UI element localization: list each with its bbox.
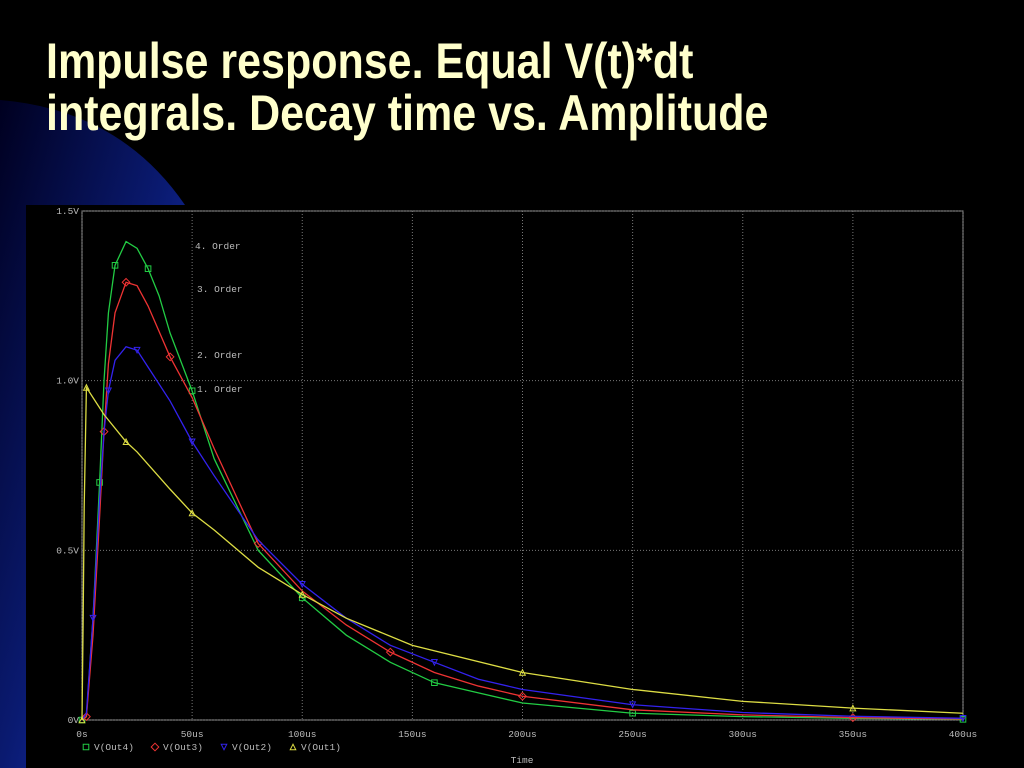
x-tick-label: 150us <box>398 729 427 740</box>
marker <box>431 679 438 686</box>
title-group: Impulse response. Equal V(t)*dt integral… <box>46 33 768 141</box>
legend-label: V(Out2) <box>232 742 272 753</box>
marker <box>188 438 196 446</box>
marker <box>518 668 527 676</box>
x-tick-label: 100us <box>288 729 317 740</box>
marker <box>517 691 528 701</box>
x-tick-label: 350us <box>839 729 868 740</box>
y-tick-label: 0V <box>68 715 80 726</box>
annotation: 2. Order <box>197 350 243 361</box>
marker <box>165 352 175 362</box>
x-tick-label: 0s <box>76 729 87 740</box>
legend-label: V(Out3) <box>163 742 203 753</box>
marker <box>849 704 857 712</box>
marker <box>111 261 119 269</box>
y-tick-label: 0.5V <box>56 545 79 556</box>
marker <box>959 715 967 723</box>
marker <box>78 716 86 724</box>
marker <box>104 387 113 395</box>
annotation: 4. Order <box>195 241 241 252</box>
series-line <box>81 385 964 721</box>
marker <box>298 580 306 589</box>
x-tick-label: 50us <box>181 729 204 740</box>
marker <box>82 743 90 751</box>
y-tick-label: 1.5V <box>56 206 79 217</box>
marker <box>122 437 130 446</box>
background-shape <box>0 100 185 768</box>
annotation: 3. Order <box>197 284 243 295</box>
chart-panel <box>26 205 976 768</box>
marker <box>121 277 131 287</box>
legend-label: V(Out4) <box>94 742 134 753</box>
legend-label: V(Out1) <box>301 742 341 753</box>
title-line: integrals. Decay time vs. Amplitude <box>46 85 768 141</box>
marker <box>385 647 395 657</box>
marker <box>298 590 306 598</box>
x-tick-label: 250us <box>618 729 647 740</box>
y-tick-label: 1.0V <box>56 376 79 387</box>
marker <box>133 346 141 355</box>
marker <box>629 701 637 709</box>
marker <box>82 383 91 391</box>
marker <box>81 712 91 722</box>
x-tick-label: 400us <box>949 729 978 740</box>
x-axis-label: Time <box>511 755 534 766</box>
title-line: Impulse response. Equal V(t)*dt <box>46 33 693 89</box>
marker <box>430 659 439 667</box>
marker <box>959 716 967 723</box>
marker <box>144 265 152 272</box>
x-tick-label: 200us <box>508 729 537 740</box>
x-tick-label: 300us <box>728 729 757 740</box>
annotation: 1. Order <box>197 384 243 395</box>
marker <box>89 614 97 623</box>
marker <box>289 743 297 751</box>
series-line <box>81 345 964 721</box>
marker <box>220 743 228 751</box>
marker <box>188 509 196 517</box>
series-line <box>81 240 964 721</box>
marker <box>150 742 160 752</box>
